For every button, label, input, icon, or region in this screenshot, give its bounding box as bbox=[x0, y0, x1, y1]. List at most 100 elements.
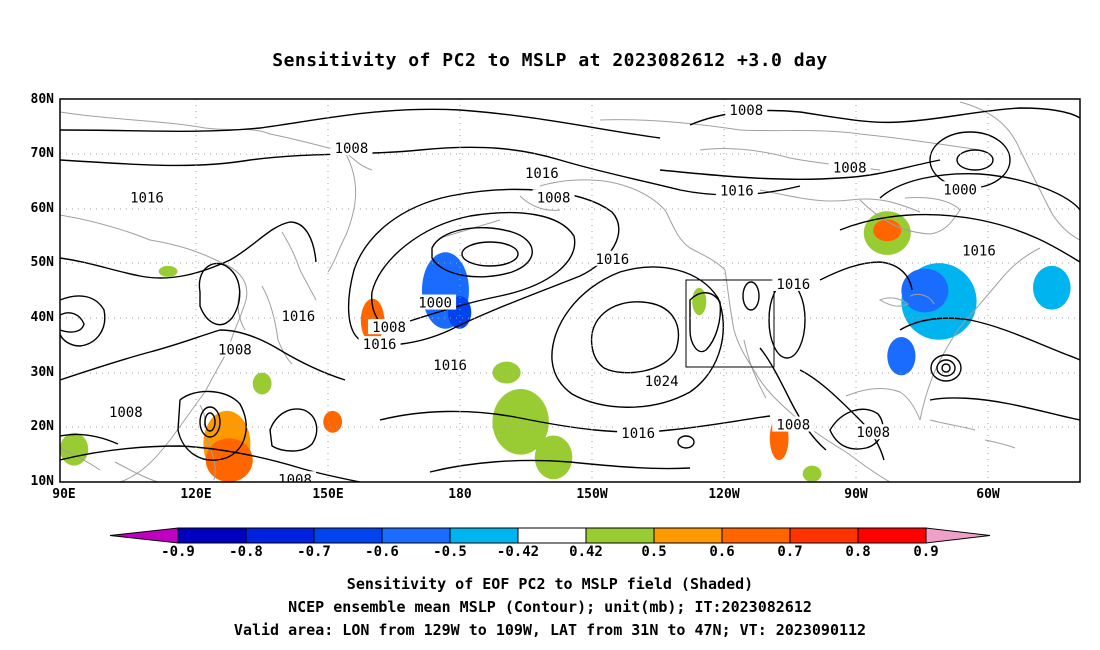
graticule bbox=[60, 99, 1080, 482]
contour-label-bg bbox=[828, 159, 871, 175]
mslp-contours bbox=[60, 107, 1080, 482]
contour-label: 1008 bbox=[729, 103, 763, 119]
contour-label-bg bbox=[125, 189, 168, 205]
lon-label-120e: 120E bbox=[180, 487, 212, 502]
colorbar-segment bbox=[517, 527, 587, 544]
colorbar-segment bbox=[585, 527, 655, 544]
colorbar bbox=[109, 527, 991, 544]
colorbar-label: 0.42 bbox=[569, 544, 603, 560]
lon-label-180: 180 bbox=[448, 487, 472, 502]
lat-label-60n: 60N bbox=[30, 201, 54, 216]
colorbar-segment bbox=[789, 527, 859, 544]
colorbar-label: -0.8 bbox=[229, 544, 263, 560]
sensitivity-patch bbox=[492, 388, 549, 455]
contour-label: 1016 bbox=[776, 277, 810, 293]
lat-label-30n: 30N bbox=[30, 365, 54, 380]
contour-label: 1000 bbox=[418, 296, 452, 312]
contour-label: 1016 bbox=[525, 166, 559, 182]
contour-label-bg bbox=[617, 424, 660, 440]
caption-line-2: NCEP ensemble mean MSLP (Contour); unit(… bbox=[288, 598, 812, 616]
contour-label-bg bbox=[957, 242, 1000, 258]
colorbar-label: 0.5 bbox=[641, 544, 667, 560]
contour-label: 1008 bbox=[833, 160, 867, 176]
contour-label: 1000 bbox=[943, 182, 977, 198]
colorbar-label: -0.9 bbox=[161, 544, 195, 560]
lat-label-70n: 70N bbox=[30, 146, 54, 161]
contour-label: 1008 bbox=[109, 405, 143, 421]
lat-label-20n: 20N bbox=[30, 419, 54, 434]
contour-label-bg bbox=[725, 101, 768, 117]
sensitivity-patch bbox=[1032, 265, 1071, 310]
lat-label-10n: 10N bbox=[30, 474, 54, 489]
sensitivity-patch bbox=[323, 410, 343, 433]
colorbar-segment bbox=[245, 527, 315, 544]
colorbar-segment bbox=[653, 527, 723, 544]
lat-label-40n: 40N bbox=[30, 310, 54, 325]
colorbar-label: 0.6 bbox=[709, 544, 735, 560]
sensitivity-patch bbox=[873, 219, 902, 242]
contour-label: 1016 bbox=[962, 244, 996, 260]
colorbar-segment bbox=[177, 527, 247, 544]
contour-label: 1016 bbox=[433, 358, 467, 374]
contour-label: 1008 bbox=[372, 320, 406, 336]
lat-label-50n: 50N bbox=[30, 255, 54, 270]
colorbar-label: 0.9 bbox=[913, 544, 939, 560]
contour-label-bg bbox=[358, 336, 401, 352]
lon-label-150w: 150W bbox=[576, 487, 608, 502]
contour-label-bg bbox=[939, 181, 982, 197]
contour-label-bg bbox=[429, 356, 472, 372]
sensitivity-patch bbox=[901, 268, 949, 313]
lon-label-90e: 90E bbox=[52, 487, 76, 502]
contour-label: 1016 bbox=[595, 252, 629, 268]
contour-label-bg bbox=[274, 471, 317, 482]
colorbar-label: -0.42 bbox=[496, 544, 540, 560]
contour-label-bg bbox=[213, 341, 256, 357]
contour-label-bg bbox=[277, 308, 320, 324]
sensitivity-patch bbox=[60, 432, 89, 466]
contour-label-bg bbox=[715, 182, 758, 198]
contour-label-bg bbox=[414, 294, 457, 310]
colorbar-label: 0.8 bbox=[845, 544, 871, 560]
contour-label-bg bbox=[330, 140, 373, 156]
sensitivity-patch bbox=[887, 337, 916, 376]
sensitivity-patch bbox=[802, 465, 822, 482]
contour-label: 1016 bbox=[363, 337, 397, 353]
colorbar-label: -0.6 bbox=[365, 544, 399, 560]
contour-label: 1008 bbox=[278, 472, 312, 488]
colorbar-segment bbox=[313, 527, 383, 544]
caption-line-1: Sensitivity of EOF PC2 to MSLP field (Sh… bbox=[346, 575, 754, 593]
sensitivity-patch bbox=[252, 372, 272, 395]
contour-label: 1016 bbox=[720, 183, 754, 199]
colorbar-label: 0.7 bbox=[777, 544, 803, 560]
colorbar-end-right bbox=[925, 527, 991, 544]
valid-area-box bbox=[685, 279, 775, 368]
contour-label-bg bbox=[640, 372, 683, 388]
contour-label-bg bbox=[591, 250, 634, 266]
contour-label: 1008 bbox=[776, 418, 810, 434]
colorbar-label: -0.7 bbox=[297, 544, 331, 560]
lat-label-80n: 80N bbox=[30, 92, 54, 107]
colorbar-segment bbox=[857, 527, 927, 544]
contour-label: 1016 bbox=[621, 426, 655, 442]
lon-label-150e: 150E bbox=[312, 487, 344, 502]
contour-label-bg bbox=[532, 189, 575, 205]
contour-label-bg bbox=[772, 275, 815, 291]
colorbar-segment bbox=[381, 527, 451, 544]
lon-label-90w: 90W bbox=[844, 487, 868, 502]
sensitivity-patch bbox=[692, 287, 707, 316]
contour-label: 1008 bbox=[335, 141, 369, 157]
caption-line-3: Valid area: LON from 129W to 109W, LAT f… bbox=[233, 621, 867, 639]
sensitivity-patch bbox=[492, 361, 521, 384]
contour-label-bg bbox=[520, 164, 563, 180]
contour-label: 1024 bbox=[645, 374, 679, 390]
colorbar-segment bbox=[721, 527, 791, 544]
sensitivity-patch bbox=[534, 435, 573, 480]
contour-label-bg bbox=[852, 424, 895, 440]
colorbar-end-left bbox=[109, 527, 179, 544]
contour-label-bg bbox=[104, 403, 147, 419]
contour-label: 1008 bbox=[537, 190, 571, 206]
map-frame bbox=[59, 98, 1081, 483]
colorbar-segment bbox=[449, 527, 519, 544]
contour-label: 1008 bbox=[856, 425, 890, 441]
